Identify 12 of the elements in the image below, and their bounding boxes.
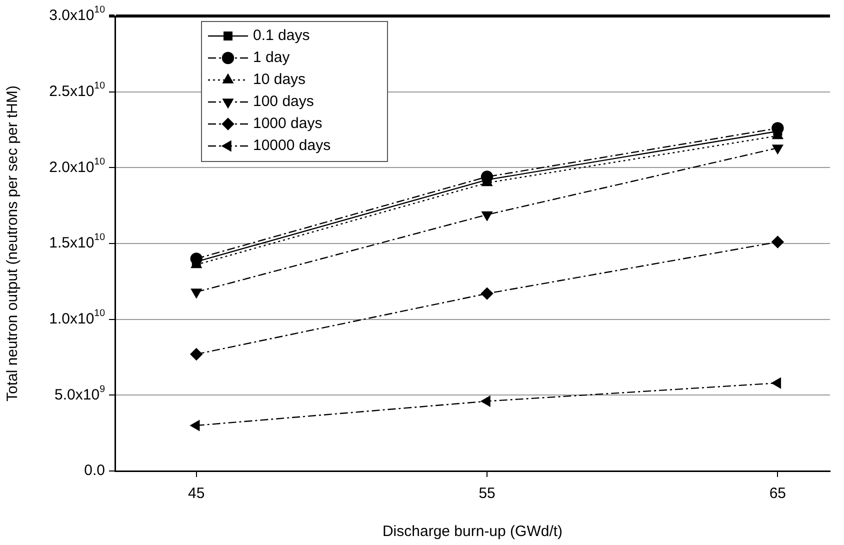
x-tick-label: 45 (188, 485, 205, 502)
legend-label: 0.1 days (253, 27, 310, 44)
legend-label: 1000 days (253, 115, 322, 132)
legend-label: 100 days (253, 93, 314, 110)
legend-label: 10000 days (253, 137, 331, 154)
legend-label: 1 day (253, 49, 290, 66)
x-tick-label: 65 (769, 485, 786, 502)
legend-label: 10 days (253, 71, 306, 88)
x-tick-label: 55 (478, 485, 496, 502)
x-axis-title: Discharge burn-up (GWd/t) (382, 523, 563, 540)
y-axis-title: Total neutron output (neutrons per sec per tHM) (4, 86, 22, 402)
y-tick-label: 0.0 (84, 462, 106, 480)
